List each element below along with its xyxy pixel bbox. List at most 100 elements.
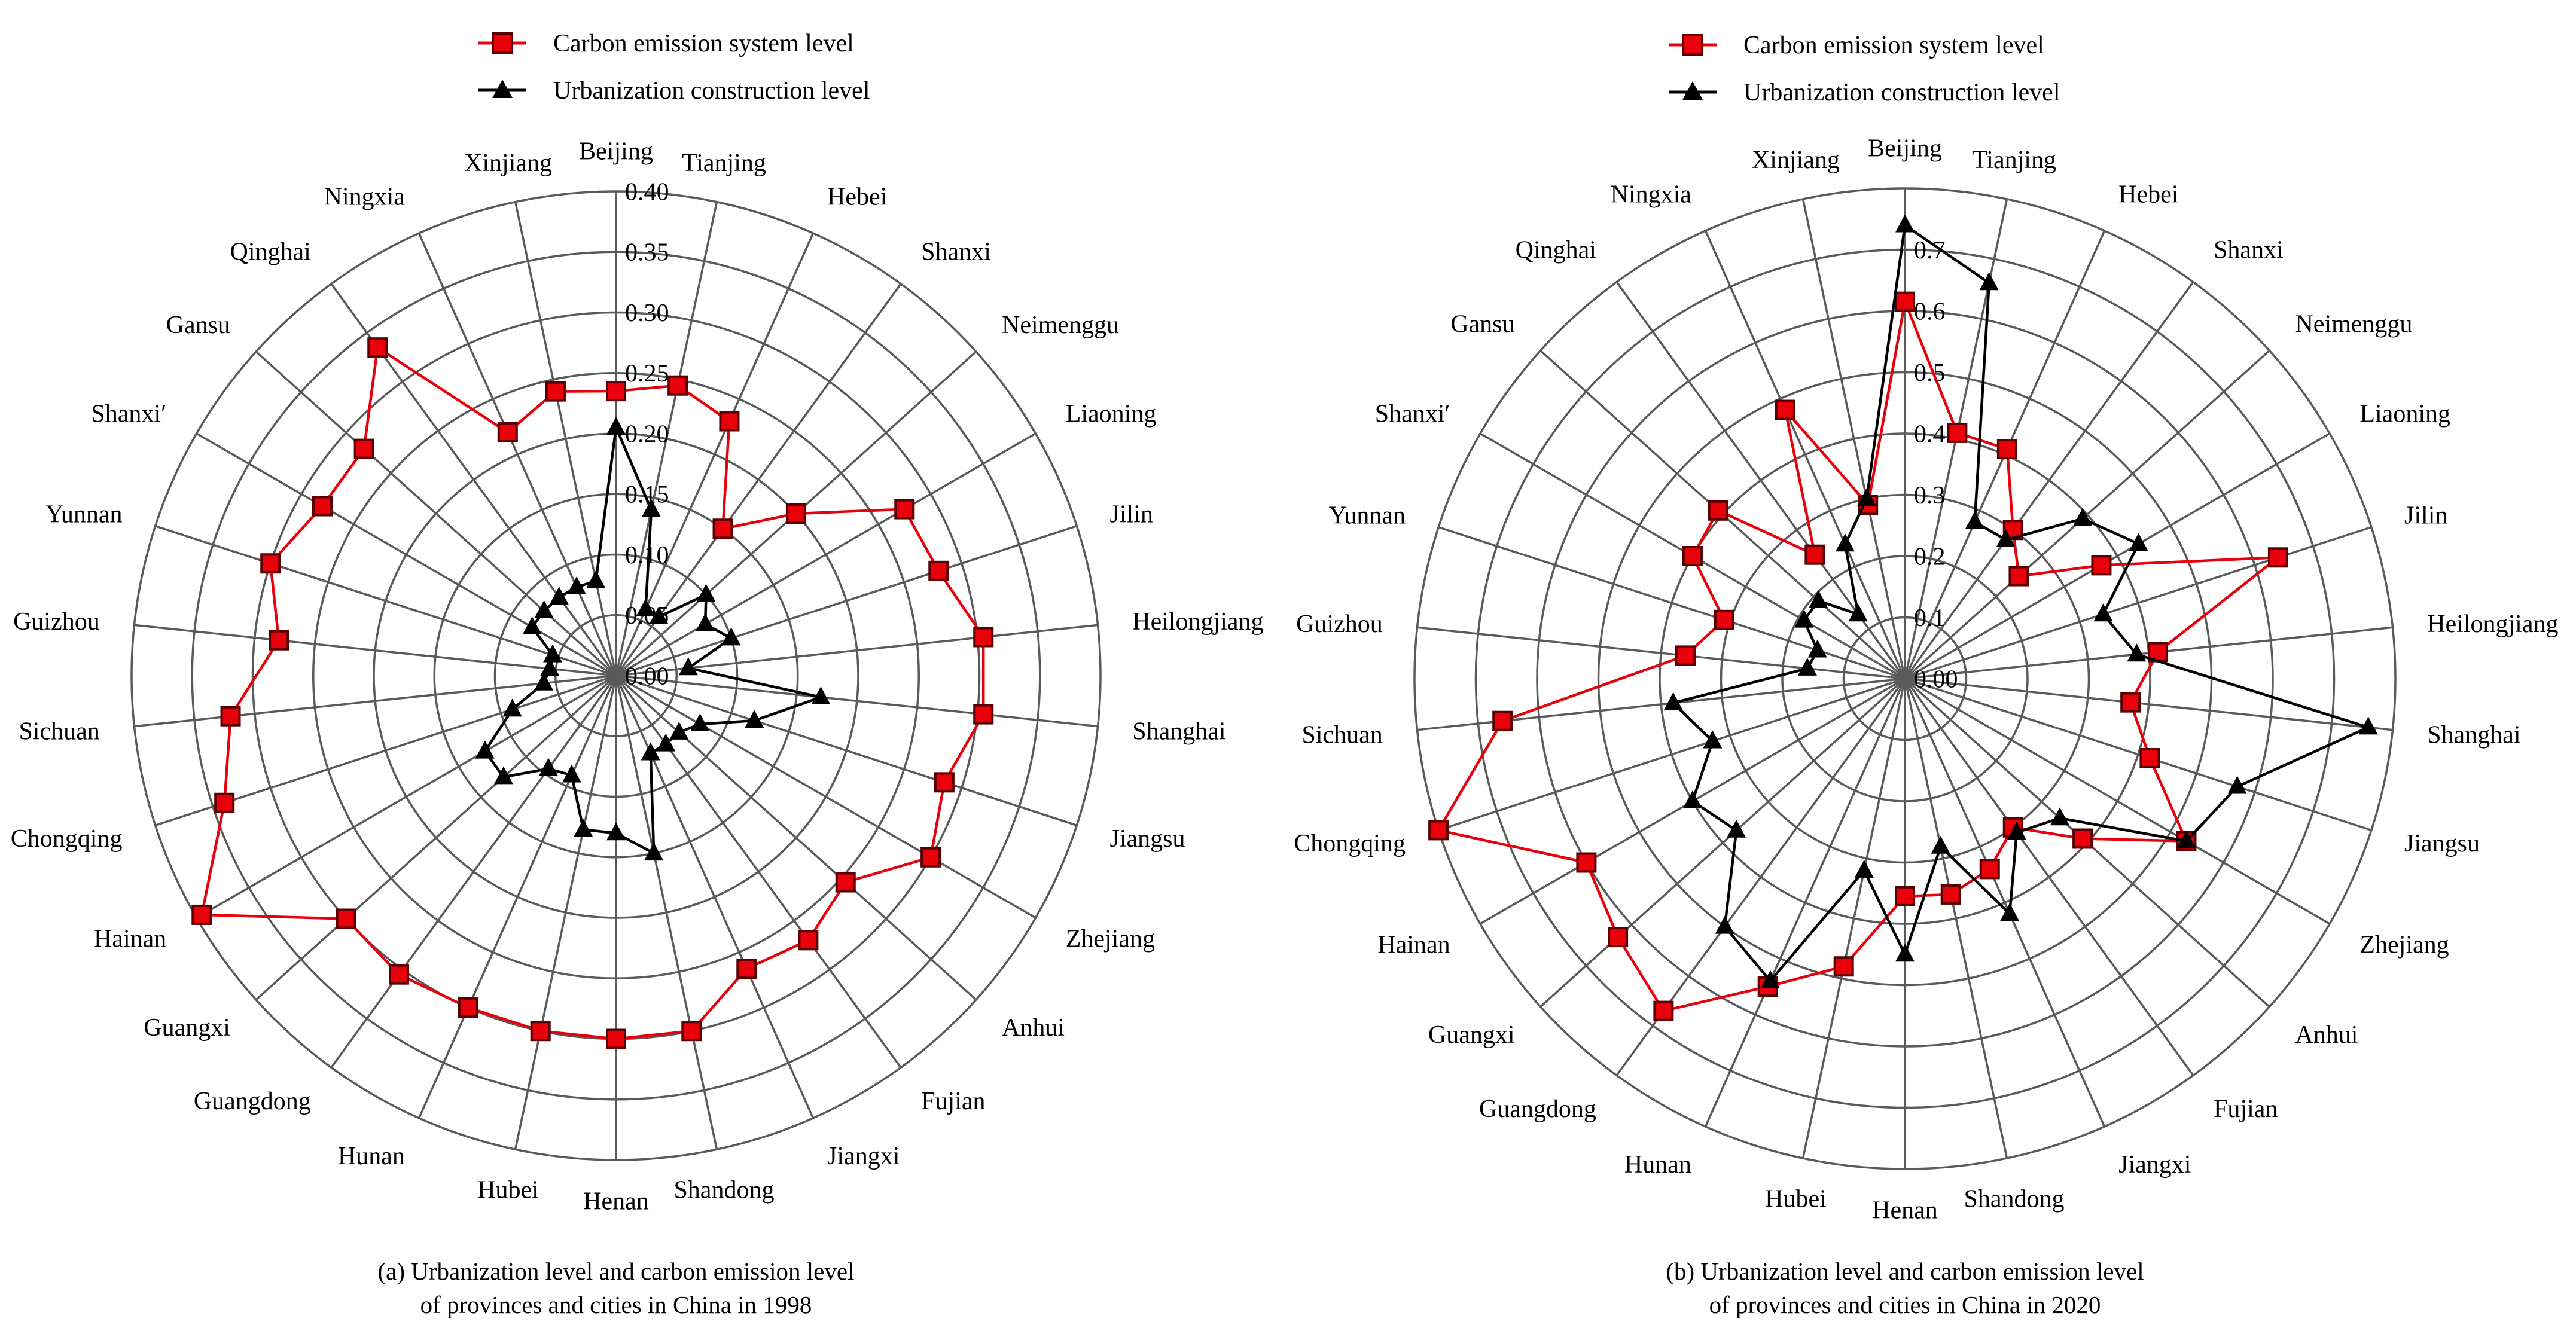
- category-label-neimenggu: Neimenggu: [1002, 312, 1119, 339]
- marker-hebei: [636, 599, 656, 617]
- grid-spoke: [1904, 678, 2106, 1127]
- marker-shanxi: [522, 616, 542, 634]
- grid-spoke: [1904, 432, 2331, 680]
- legend-carbon-label: Carbon emission system level: [1743, 32, 2044, 59]
- marker-qinghai: [367, 337, 388, 358]
- category-label-guangxi: Guangxi: [1428, 1021, 1515, 1049]
- marker-jiangsu: [2139, 748, 2160, 769]
- radial-tick-label: 0.4: [1914, 420, 1946, 448]
- marker-shanxi: [1996, 529, 2016, 547]
- category-label-chongqing: Chongqing: [11, 825, 123, 853]
- legend-carbon-label: Carbon emission system level: [553, 30, 854, 57]
- category-label-ningxia: Ningxia: [324, 184, 406, 211]
- grid-spoke: [255, 350, 617, 677]
- category-label-hainan: Hainan: [1377, 932, 1450, 959]
- category-labels: Beijing Tianjing Hebei Shanxi Neimenggu Liaon…: [1294, 135, 2558, 1225]
- grid-spoke: [1904, 526, 2372, 680]
- category-label-guizhou: Guizhou: [1296, 611, 1383, 638]
- legend-item-carbon: Carbon emission system level: [478, 30, 854, 57]
- grid-spoke: [1539, 677, 1906, 1008]
- series-urbanization-construction-level: [475, 416, 831, 861]
- marker-shanghai: [811, 686, 831, 704]
- marker-henan: [1895, 886, 1915, 906]
- category-label-yunnan: Yunnan: [1329, 502, 1406, 529]
- marker-shanghai: [2358, 716, 2378, 735]
- grid-spoke: [134, 674, 617, 728]
- marker-zhejiang: [2176, 830, 2196, 848]
- category-label-fujian: Fujian: [2214, 1095, 2278, 1123]
- marker-shanghai: [973, 704, 994, 725]
- grid-spoke: [615, 624, 1098, 677]
- marker-chongqing: [214, 792, 235, 813]
- marker-sichuan: [534, 672, 554, 691]
- grid-spoke: [615, 233, 815, 676]
- marker-anhui: [2072, 828, 2093, 849]
- marker-yunnan: [1714, 609, 1734, 630]
- marker-ningxia: [1835, 533, 1855, 552]
- marker-liaoning: [2129, 533, 2148, 551]
- radial-tick-label: 0.35: [625, 239, 669, 267]
- category-label-jilin: Jilin: [2404, 502, 2447, 529]
- grid-spoke: [615, 675, 815, 1119]
- marker-guangxi: [336, 908, 356, 929]
- category-label-guangxi: Guangxi: [144, 1014, 230, 1042]
- marker-neimenggu: [696, 584, 716, 602]
- grid-spoke: [615, 525, 1077, 677]
- category-label-anhui: Anhui: [2295, 1021, 2358, 1049]
- grid-spoke: [1904, 281, 2194, 680]
- category-label-guangdong: Guangdong: [1479, 1095, 1596, 1123]
- category-label-jiangsu: Jiangsu: [1110, 825, 1185, 853]
- radial-tick-label: 0.6: [1914, 298, 1946, 325]
- marker-guizhou: [540, 658, 560, 676]
- marker-hainan: [191, 904, 212, 925]
- marker-ningxia: [1775, 399, 1795, 420]
- marker-jilin: [2093, 603, 2113, 622]
- grid-spoke: [514, 202, 617, 676]
- grid-spoke: [514, 675, 617, 1150]
- category-label-hunan: Hunan: [338, 1143, 405, 1170]
- category-label-shanghai: Shanghai: [1132, 718, 1225, 745]
- marker-gansu: [353, 438, 374, 459]
- marker-sichuan: [220, 706, 241, 727]
- marker-beijing: [606, 381, 626, 402]
- category-label-yunnan: Yunnan: [45, 500, 122, 528]
- radar-plot-2020: Beijing Tianjing Hebei Shanxi Neimenggu Liaon…: [1294, 135, 2558, 1225]
- category-label-hubei: Hubei: [1765, 1185, 1827, 1213]
- category-labels: Beijing Tianjing Hebei Shanxi Neimenggu Liaon…: [11, 138, 1264, 1216]
- marker-fujian: [656, 733, 676, 752]
- category-label-qinghai: Qinghai: [230, 238, 310, 265]
- grid-spoke: [615, 202, 718, 676]
- marker-qinghai: [1804, 544, 1825, 565]
- legend-carbon-marker: [492, 32, 513, 54]
- legend-item-carbon: Carbon emission system level: [1669, 32, 2044, 59]
- marker-fujian: [798, 930, 819, 951]
- marker-guangdong: [1715, 915, 1734, 934]
- marker-yunnan: [260, 553, 281, 574]
- marker-tianjing: [667, 375, 688, 396]
- marker-jilin: [2267, 547, 2288, 568]
- marker-tianjing: [1947, 422, 1968, 443]
- category-label-jiangxi: Jiangxi: [827, 1143, 900, 1170]
- marker-henan: [606, 1028, 626, 1049]
- grid-spoke: [1438, 526, 1906, 680]
- legend-urbanization-marker: [1682, 81, 1703, 100]
- marker-anhui: [835, 872, 856, 893]
- radar-plot-1998: Beijing Tianjing Hebei Shanxi Neimenggu Liaon…: [11, 138, 1264, 1216]
- grid-spoke: [1417, 677, 1906, 731]
- category-label-liaoning: Liaoning: [2359, 401, 2450, 428]
- marker-fujian: [2007, 822, 2026, 840]
- marker-guizhou: [269, 630, 289, 651]
- grid: [130, 190, 1102, 1161]
- grid-spoke: [1904, 677, 2194, 1076]
- category-label-henan: Henan: [1872, 1197, 1938, 1225]
- marker-guizhou: [1797, 657, 1817, 676]
- marker-hebei: [719, 411, 740, 432]
- marker-guangdong: [388, 964, 409, 985]
- category-label-guizhou: Guizhou: [13, 608, 100, 636]
- radial-tick-label: 0.1: [1914, 605, 1946, 632]
- marker-shanxi: [1682, 546, 1703, 566]
- marker-jiangxi: [1979, 859, 2000, 880]
- series-carbon-emission-system-level: [191, 337, 994, 1049]
- marker-neimenggu: [785, 503, 806, 524]
- category-label-jiangxi: Jiangxi: [2118, 1151, 2191, 1179]
